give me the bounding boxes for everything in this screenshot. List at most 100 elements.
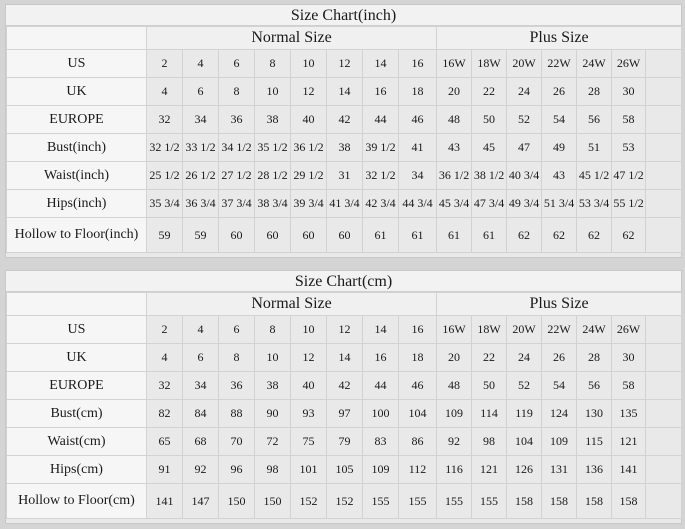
size-value-cell: 36 bbox=[218, 105, 255, 134]
size-value-cell: 155 bbox=[397, 483, 438, 519]
size-value-cell: 14 bbox=[326, 77, 363, 106]
size-value-cell: 37 3/4 bbox=[218, 189, 255, 218]
size-value-cell: 40 bbox=[290, 105, 327, 134]
row-label: US bbox=[6, 49, 147, 78]
size-value-cell: 26W bbox=[611, 49, 647, 78]
size-value-cell: 12 bbox=[290, 343, 327, 372]
size-value-cell: 8 bbox=[218, 343, 255, 372]
size-value-cell: 22W bbox=[541, 315, 578, 344]
size-value-cell: 43 bbox=[436, 133, 473, 162]
size-table: Normal Size Plus Size US 2 4 6 8 10 12 14 16 16W 18W… bbox=[6, 292, 683, 519]
size-value-cell: 6 bbox=[218, 49, 255, 78]
size-value-cell: 22W bbox=[541, 49, 578, 78]
size-value-cell: 45 1/2 bbox=[576, 161, 613, 190]
size-value-cell: 2 bbox=[146, 315, 183, 344]
size-value-cell: 38 bbox=[326, 133, 363, 162]
size-value-cell: 4 bbox=[182, 315, 219, 344]
size-value-cell: 34 bbox=[182, 371, 219, 400]
size-value-cell: 26 1/2 bbox=[182, 161, 219, 190]
size-value-cell: 24W bbox=[576, 49, 613, 78]
empty-cell bbox=[645, 189, 683, 218]
size-value-cell: 135 bbox=[611, 399, 647, 428]
row-label: Hollow to Floor(cm) bbox=[6, 483, 147, 519]
size-value-cell: 20W bbox=[506, 315, 543, 344]
size-value-cell: 32 1/2 bbox=[146, 133, 183, 162]
empty-cell bbox=[645, 105, 683, 134]
size-value-cell: 70 bbox=[218, 427, 255, 456]
row-label: Hips(cm) bbox=[6, 455, 147, 484]
size-value-cell: 47 bbox=[506, 133, 543, 162]
row-label: US bbox=[6, 315, 147, 344]
size-value-cell: 83 bbox=[362, 427, 399, 456]
size-value-cell: 58 bbox=[611, 105, 647, 134]
size-value-cell: 30 bbox=[611, 77, 647, 106]
size-value-cell: 46 bbox=[397, 371, 438, 400]
size-value-cell: 59 bbox=[146, 217, 183, 253]
size-value-cell: 45 bbox=[471, 133, 508, 162]
table-row: Hollow to Floor(inch) 59 59 60 60 60 60 61 61 61 6… bbox=[6, 217, 683, 253]
empty-cell bbox=[645, 399, 683, 428]
empty-cell bbox=[645, 49, 683, 78]
size-value-cell: 152 bbox=[290, 483, 327, 519]
corner-cell bbox=[6, 26, 147, 50]
size-value-cell: 61 bbox=[397, 217, 438, 253]
size-value-cell: 91 bbox=[146, 455, 183, 484]
size-value-cell: 16 bbox=[397, 315, 438, 344]
size-value-cell: 8 bbox=[254, 315, 291, 344]
empty-cell bbox=[645, 217, 683, 253]
size-value-cell: 150 bbox=[218, 483, 255, 519]
size-value-cell: 35 3/4 bbox=[146, 189, 183, 218]
empty-cell bbox=[645, 133, 683, 162]
size-value-cell: 43 bbox=[541, 161, 578, 190]
size-value-cell: 51 bbox=[576, 133, 613, 162]
size-value-cell: 22 bbox=[471, 343, 508, 372]
size-value-cell: 136 bbox=[576, 455, 613, 484]
size-value-cell: 54 bbox=[541, 371, 578, 400]
size-value-cell: 36 3/4 bbox=[182, 189, 219, 218]
size-value-cell: 155 bbox=[362, 483, 399, 519]
size-value-cell: 6 bbox=[218, 315, 255, 344]
table-row: Bust(inch) 32 1/2 33 1/2 34 1/2 35 1/2 36 1/2… bbox=[6, 133, 683, 162]
row-label: EUROPE bbox=[6, 105, 147, 134]
size-value-cell: 56 bbox=[576, 371, 613, 400]
size-value-cell: 27 1/2 bbox=[218, 161, 255, 190]
size-value-cell: 20W bbox=[506, 49, 543, 78]
normal-size-header: Normal Size bbox=[145, 26, 438, 50]
size-value-cell: 49 bbox=[541, 133, 578, 162]
size-value-cell: 44 3/4 bbox=[397, 189, 438, 218]
table-row: Hollow to Floor(cm) 141 147 150 150 152 152 155… bbox=[6, 483, 683, 519]
size-value-cell: 24 bbox=[506, 343, 543, 372]
size-value-cell: 40 3/4 bbox=[506, 161, 543, 190]
table-row: EUROPE 32 34 36 38 40 42 44 46 48 50 52 54 56 58 bbox=[6, 371, 683, 400]
size-value-cell: 38 3/4 bbox=[254, 189, 291, 218]
size-value-cell: 51 3/4 bbox=[541, 189, 578, 218]
size-value-cell: 112 bbox=[397, 455, 438, 484]
size-value-cell: 38 bbox=[254, 105, 291, 134]
size-value-cell: 97 bbox=[326, 399, 363, 428]
row-label: Hollow to Floor(inch) bbox=[6, 217, 147, 253]
size-value-cell: 158 bbox=[506, 483, 543, 519]
size-value-cell: 42 3/4 bbox=[362, 189, 399, 218]
size-value-cell: 42 bbox=[326, 371, 363, 400]
size-value-cell: 40 bbox=[290, 371, 327, 400]
size-value-cell: 53 3/4 bbox=[576, 189, 613, 218]
size-value-cell: 98 bbox=[471, 427, 508, 456]
row-label: UK bbox=[6, 343, 147, 372]
size-value-cell: 30 bbox=[611, 343, 647, 372]
empty-cell bbox=[645, 427, 683, 456]
size-value-cell: 130 bbox=[576, 399, 613, 428]
empty-cell bbox=[645, 455, 683, 484]
table-row: Waist(cm) 65 68 70 72 75 79 83 86 92 98 104 109 115 12… bbox=[6, 427, 683, 456]
size-value-cell: 38 1/2 bbox=[471, 161, 508, 190]
size-value-cell: 60 bbox=[218, 217, 255, 253]
size-value-cell: 131 bbox=[541, 455, 578, 484]
size-value-cell: 41 3/4 bbox=[326, 189, 363, 218]
size-value-cell: 61 bbox=[471, 217, 508, 253]
size-value-cell: 98 bbox=[254, 455, 291, 484]
size-value-cell: 121 bbox=[471, 455, 508, 484]
size-value-cell: 36 1/2 bbox=[436, 161, 473, 190]
size-value-cell: 8 bbox=[254, 49, 291, 78]
size-value-cell: 60 bbox=[290, 217, 327, 253]
size-value-cell: 14 bbox=[326, 343, 363, 372]
size-value-cell: 47 3/4 bbox=[471, 189, 508, 218]
